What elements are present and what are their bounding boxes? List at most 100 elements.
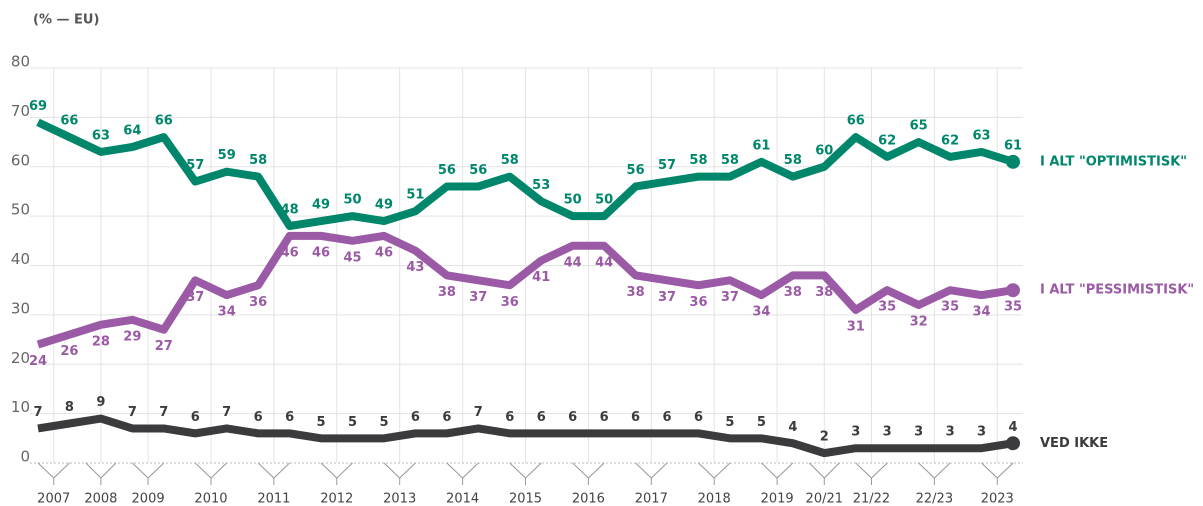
data-label: 29 <box>123 329 141 344</box>
x-bracket <box>855 462 888 479</box>
end-dot <box>1006 283 1020 298</box>
x-bracket <box>85 462 117 479</box>
x-tick-label: 2007 <box>37 492 70 506</box>
data-label: 36 <box>501 295 519 310</box>
x-tick-label: 2015 <box>509 492 542 506</box>
series-label: I ALT "OPTIMISTISK" <box>1040 154 1187 169</box>
data-label: 53 <box>532 178 550 193</box>
x-bracket <box>257 462 290 479</box>
data-label: 44 <box>564 255 582 270</box>
series-label: VED IKKE <box>1040 436 1108 451</box>
series-line <box>36 231 1014 349</box>
data-label: 58 <box>249 153 267 168</box>
y-tick-label: 60 <box>11 151 30 169</box>
x-tick-label: 2017 <box>635 492 668 506</box>
data-label: 35 <box>878 300 896 315</box>
data-label: 6 <box>694 410 703 425</box>
x-tick-label: 22/23 <box>916 492 953 506</box>
x-tick-label: 2023 <box>981 492 1014 506</box>
data-label: 50 <box>564 193 582 208</box>
y-tick-label: 20 <box>11 349 30 367</box>
data-label: 59 <box>218 148 236 163</box>
data-label: 61 <box>1004 138 1022 153</box>
data-label: 34 <box>973 305 991 320</box>
x-bracket <box>132 462 165 479</box>
x-bracket <box>446 462 479 479</box>
data-label: 4 <box>1008 420 1017 435</box>
x-tick-label: 2016 <box>572 492 605 506</box>
data-label: 37 <box>721 290 739 305</box>
data-label: 37 <box>186 290 204 305</box>
data-label: 56 <box>438 163 456 178</box>
x-bracket <box>37 462 70 479</box>
data-label: 7 <box>33 405 42 420</box>
series-label: I ALT "PESSIMISTISK" <box>1040 283 1194 298</box>
x-tick-label: 2012 <box>320 492 353 506</box>
data-label: 34 <box>218 305 236 320</box>
end-dot <box>1006 154 1020 169</box>
data-label: 3 <box>883 425 892 440</box>
y-tick-label: 80 <box>11 53 30 71</box>
data-label: 6 <box>191 410 200 425</box>
data-label: 35 <box>941 300 959 315</box>
data-label: 62 <box>878 133 896 148</box>
data-label: 46 <box>375 245 393 260</box>
data-label: 49 <box>375 198 393 213</box>
x-tick-label: 2009 <box>132 492 165 506</box>
data-label: 57 <box>658 158 676 173</box>
data-label: 65 <box>910 119 928 134</box>
data-label: 45 <box>343 250 361 265</box>
x-tick-label: 2014 <box>446 492 479 506</box>
data-label: 41 <box>532 270 550 285</box>
x-tick-label: 21/22 <box>853 492 890 506</box>
x-tick-label: 2019 <box>761 492 794 506</box>
data-label: 5 <box>317 415 326 430</box>
end-dot <box>1006 436 1020 451</box>
x-tick-label: 20/21 <box>806 492 843 506</box>
x-bracket <box>383 462 416 479</box>
y-tick-label: 0 <box>20 448 30 466</box>
data-label: 7 <box>474 405 483 420</box>
data-label: 50 <box>343 193 361 208</box>
data-label: 66 <box>155 114 173 129</box>
data-label: 27 <box>155 339 173 354</box>
x-tick-label: 2010 <box>194 492 227 506</box>
x-bracket <box>320 462 353 479</box>
data-label: 5 <box>348 415 357 430</box>
data-label: 58 <box>721 153 739 168</box>
data-label: 57 <box>186 158 204 173</box>
data-label: 7 <box>159 405 168 420</box>
data-label: 46 <box>312 245 330 260</box>
data-label: 51 <box>406 188 424 203</box>
data-label: 43 <box>406 260 424 275</box>
data-label: 48 <box>281 203 299 218</box>
data-label: 26 <box>60 344 78 359</box>
data-label: 37 <box>658 290 676 305</box>
data-label: 64 <box>123 124 141 139</box>
data-label: 38 <box>815 285 833 300</box>
data-label: 69 <box>29 99 47 114</box>
data-label: 6 <box>600 410 609 425</box>
data-label: 6 <box>254 410 263 425</box>
data-label: 7 <box>222 405 231 420</box>
data-label: 6 <box>537 410 546 425</box>
x-bracket <box>981 462 1014 479</box>
data-label: 8 <box>65 400 74 415</box>
data-label: 50 <box>595 193 613 208</box>
x-tick-label: 2011 <box>257 492 290 506</box>
x-bracket <box>698 462 731 479</box>
x-tick-label: 2013 <box>383 492 416 506</box>
data-label: 58 <box>689 153 707 168</box>
data-label: 36 <box>249 295 267 310</box>
y-tick-label: 30 <box>11 299 30 317</box>
data-label: 34 <box>752 305 770 320</box>
data-label: 3 <box>914 425 923 440</box>
data-label: 4 <box>788 420 797 435</box>
data-label: 66 <box>60 114 78 129</box>
y-tick-label: 70 <box>11 102 30 120</box>
data-label: 49 <box>312 198 330 213</box>
data-label: 9 <box>96 395 105 410</box>
data-label: 66 <box>847 114 865 129</box>
data-label: 61 <box>752 138 770 153</box>
data-label: 63 <box>973 128 991 143</box>
